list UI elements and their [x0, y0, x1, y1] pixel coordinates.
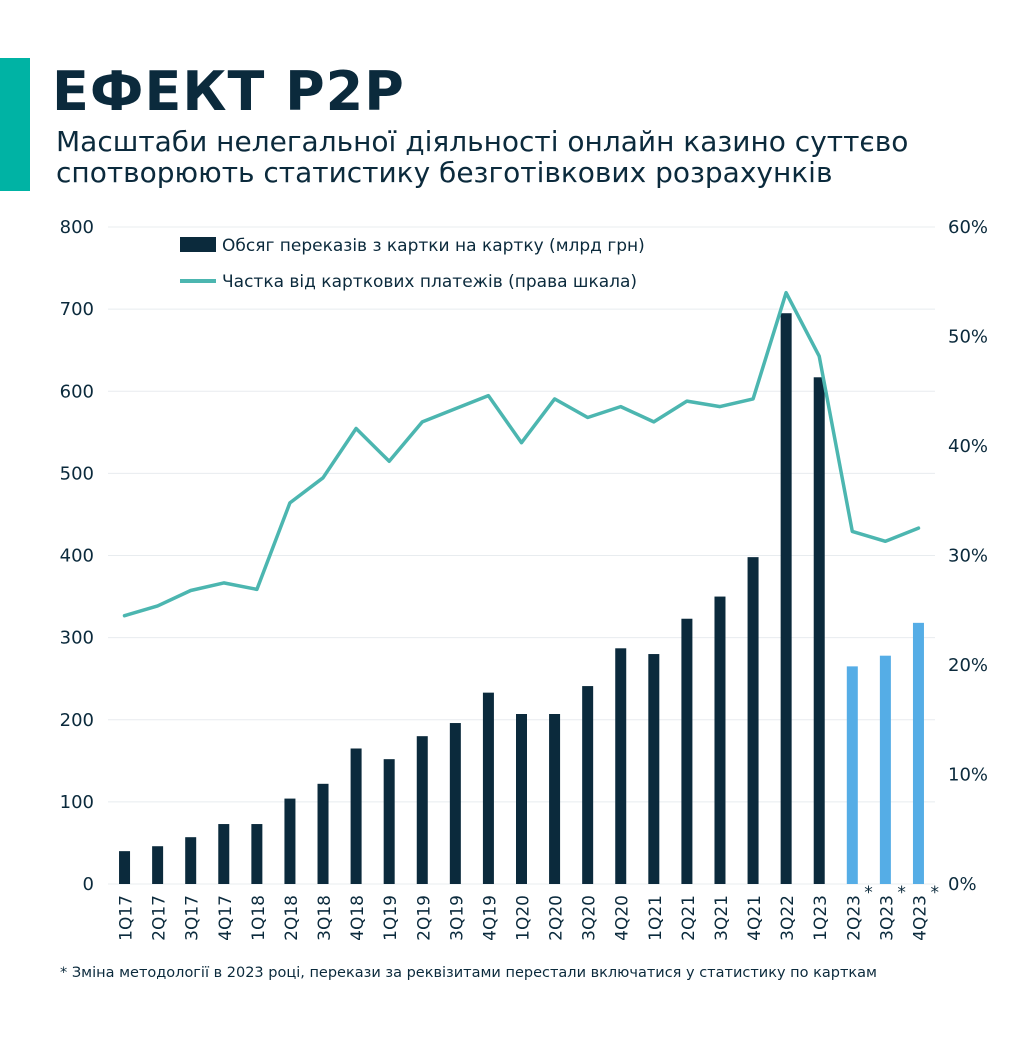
bar-2Q21 [681, 618, 693, 884]
x-tick-label-2Q23: 2Q23 [844, 895, 864, 941]
x-tick-label-4Q19: 4Q19 [480, 895, 500, 941]
x-tick-label-2Q20: 2Q20 [547, 895, 567, 941]
x-axis-labels: 1Q17 2Q17 3Q17 4Q17 1Q18 2Q18 3Q18 4Q18 1Q19 2Q19… [117, 883, 939, 941]
right-tick-label: 20% [948, 655, 988, 676]
x-tick-label-4Q20: 4Q20 [613, 895, 633, 941]
x-tick-label-2Q17: 2Q17 [150, 895, 170, 941]
right-tick-label: 0% [948, 874, 977, 895]
accent-bar [0, 58, 30, 191]
legend-label-bars: Обсяг переказів з картки на картку (млрд… [222, 236, 645, 256]
x-tick-label-3Q21: 3Q21 [712, 895, 732, 941]
bar-4Q18 [350, 748, 362, 884]
x-tick-label-3Q18: 3Q18 [315, 895, 335, 941]
x-tick-label-4Q17: 4Q17 [216, 895, 236, 941]
bar-2Q17 [152, 846, 164, 884]
bar-3Q20 [582, 686, 594, 884]
bar-4Q19 [482, 692, 494, 884]
bar-2Q19 [416, 736, 428, 884]
right-tick-label: 10% [948, 765, 988, 786]
right-tick-label: 50% [948, 327, 988, 348]
bar-2Q20 [549, 714, 561, 884]
x-tick-label-1Q20: 1Q20 [514, 895, 534, 941]
bar-3Q21 [714, 596, 726, 884]
x-tick-label-4Q23: 4Q23 [910, 895, 930, 941]
x-tick-label-3Q19: 3Q19 [447, 895, 467, 941]
x-tick-asterisk: * [897, 883, 906, 903]
left-tick-label: 0 [83, 874, 94, 895]
x-tick-label-1Q17: 1Q17 [117, 895, 137, 941]
bar-3Q19 [449, 723, 461, 884]
right-tick-label: 60% [948, 217, 988, 238]
left-tick-label: 400 [60, 546, 94, 567]
bar-1Q17 [119, 851, 131, 884]
bar-3Q18 [317, 783, 329, 884]
bar-2Q18 [284, 798, 296, 884]
right-tick-label: 30% [948, 546, 988, 567]
x-tick-label-2Q18: 2Q18 [282, 895, 302, 941]
line-series [122, 290, 921, 618]
left-tick-label: 300 [60, 628, 94, 649]
legend: Обсяг переказів з картки на картку (млрд… [180, 236, 645, 292]
legend-label-line: Частка від карткових платежів (права шка… [222, 272, 637, 292]
bar-2Q23 [846, 666, 858, 884]
bar-4Q20 [615, 648, 627, 884]
left-tick-label: 500 [60, 463, 94, 484]
bar-1Q21 [648, 654, 660, 884]
legend-swatch-bars [180, 237, 216, 252]
left-axis: 0 100 200 300 400 500 600 700 800 [60, 217, 94, 895]
bar-4Q23 [912, 622, 924, 884]
bar-series [119, 313, 924, 884]
x-tick-label-2Q19: 2Q19 [414, 895, 434, 941]
right-tick-label: 40% [948, 436, 988, 457]
x-tick-label-2Q21: 2Q21 [679, 895, 699, 941]
x-tick-label-3Q22: 3Q22 [778, 895, 798, 941]
x-tick-label-1Q19: 1Q19 [381, 895, 401, 941]
page-title: ЕФЕКТ P2P [52, 60, 405, 123]
subtitle-line-2: спотворюють статистику безготівкових роз… [56, 156, 833, 189]
x-tick-label-4Q21: 4Q21 [745, 895, 765, 941]
x-tick-asterisk: * [930, 883, 939, 903]
footnote: * Зміна методології в 2023 році, переказ… [60, 965, 877, 981]
bar-3Q23 [879, 655, 891, 884]
left-tick-label: 800 [60, 217, 94, 238]
bar-3Q22 [780, 313, 792, 884]
bar-3Q17 [185, 837, 197, 884]
subtitle-line-1: Масштаби нелегальної діяльності онлайн к… [56, 125, 909, 158]
x-tick-label-3Q23: 3Q23 [877, 895, 897, 941]
x-tick-label-1Q21: 1Q21 [646, 895, 666, 941]
share-line [122, 290, 921, 618]
left-tick-label: 600 [60, 381, 94, 402]
bar-4Q17 [218, 824, 230, 884]
left-tick-label: 200 [60, 710, 94, 731]
left-tick-label: 100 [60, 792, 94, 813]
page-subtitle: Масштаби нелегальної діяльності онлайн к… [56, 126, 1006, 188]
x-tick-label-4Q18: 4Q18 [348, 895, 368, 941]
bar-1Q20 [516, 714, 527, 884]
bar-1Q19 [383, 759, 395, 884]
x-tick-label-1Q18: 1Q18 [249, 895, 269, 941]
x-tick-label-3Q17: 3Q17 [183, 895, 203, 941]
right-axis: 0% 10% 20% 30% 40% 50% 60% [948, 217, 988, 895]
bar-1Q23 [813, 377, 825, 884]
x-tick-label-3Q20: 3Q20 [580, 895, 600, 941]
x-tick-label-1Q23: 1Q23 [811, 895, 831, 941]
left-tick-label: 700 [60, 299, 94, 320]
bar-1Q18 [251, 824, 263, 884]
x-tick-asterisk: * [864, 883, 873, 903]
bar-4Q21 [747, 557, 759, 884]
